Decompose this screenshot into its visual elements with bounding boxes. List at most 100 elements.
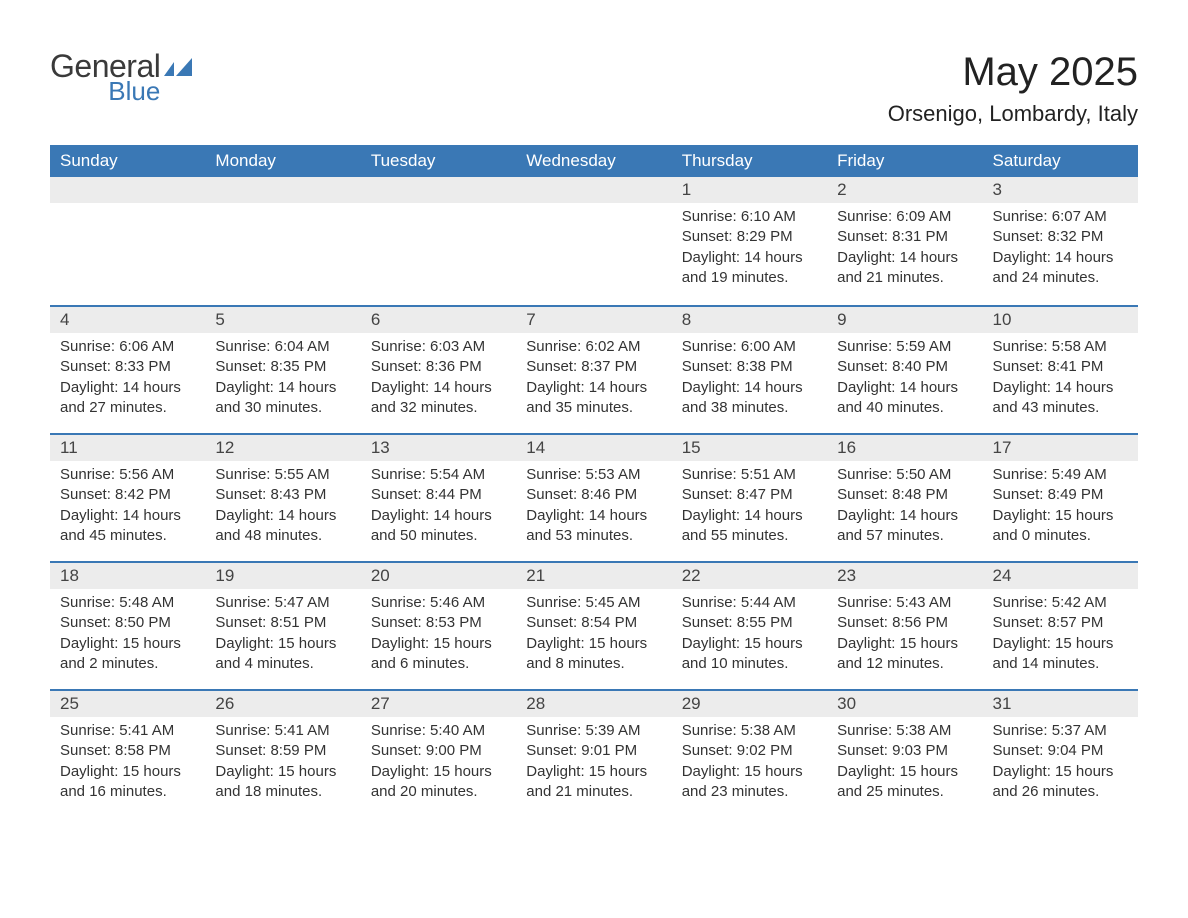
day-info: Sunrise: 5:48 AMSunset: 8:50 PMDaylight:… [50, 589, 205, 682]
calendar-day-cell: 30Sunrise: 5:38 AMSunset: 9:03 PMDayligh… [827, 689, 982, 817]
daylight-line: Daylight: 14 hours and 55 minutes. [682, 506, 817, 547]
day-info: Sunrise: 5:50 AMSunset: 8:48 PMDaylight:… [827, 461, 982, 554]
sunrise-line: Sunrise: 5:41 AM [60, 721, 195, 741]
sunrise-line: Sunrise: 6:09 AM [837, 207, 972, 227]
sunset-line: Sunset: 8:38 PM [682, 357, 817, 377]
day-info: Sunrise: 6:02 AMSunset: 8:37 PMDaylight:… [516, 333, 671, 426]
calendar-day-cell: 27Sunrise: 5:40 AMSunset: 9:00 PMDayligh… [361, 689, 516, 817]
calendar-day-cell: 1Sunrise: 6:10 AMSunset: 8:29 PMDaylight… [672, 177, 827, 305]
sunset-line: Sunset: 9:03 PM [837, 741, 972, 761]
day-info: Sunrise: 5:54 AMSunset: 8:44 PMDaylight:… [361, 461, 516, 554]
sunset-line: Sunset: 8:43 PM [215, 485, 350, 505]
calendar-week-row: 4Sunrise: 6:06 AMSunset: 8:33 PMDaylight… [50, 305, 1138, 433]
day-info: Sunrise: 5:59 AMSunset: 8:40 PMDaylight:… [827, 333, 982, 426]
weekday-header: Tuesday [361, 145, 516, 177]
day-info: Sunrise: 5:49 AMSunset: 8:49 PMDaylight:… [983, 461, 1138, 554]
sunset-line: Sunset: 8:46 PM [526, 485, 661, 505]
sunrise-line: Sunrise: 6:04 AM [215, 337, 350, 357]
sunset-line: Sunset: 9:00 PM [371, 741, 506, 761]
sunset-line: Sunset: 8:55 PM [682, 613, 817, 633]
day-number: 28 [516, 689, 671, 717]
sunrise-line: Sunrise: 6:07 AM [993, 207, 1128, 227]
sunset-line: Sunset: 8:56 PM [837, 613, 972, 633]
sunrise-line: Sunrise: 5:40 AM [371, 721, 506, 741]
day-number: 20 [361, 561, 516, 589]
day-info: Sunrise: 5:38 AMSunset: 9:03 PMDaylight:… [827, 717, 982, 810]
day-number: 1 [672, 177, 827, 203]
logo-flag-icon [164, 56, 198, 85]
calendar-day-cell: 5Sunrise: 6:04 AMSunset: 8:35 PMDaylight… [205, 305, 360, 433]
weekday-header-row: SundayMondayTuesdayWednesdayThursdayFrid… [50, 145, 1138, 177]
day-number: 13 [361, 433, 516, 461]
sunrise-line: Sunrise: 5:43 AM [837, 593, 972, 613]
day-info: Sunrise: 5:43 AMSunset: 8:56 PMDaylight:… [827, 589, 982, 682]
day-number: 21 [516, 561, 671, 589]
calendar-day-cell: 29Sunrise: 5:38 AMSunset: 9:02 PMDayligh… [672, 689, 827, 817]
daylight-line: Daylight: 15 hours and 12 minutes. [837, 634, 972, 675]
sunset-line: Sunset: 9:04 PM [993, 741, 1128, 761]
sunset-line: Sunset: 8:53 PM [371, 613, 506, 633]
calendar-week-row: 1Sunrise: 6:10 AMSunset: 8:29 PMDaylight… [50, 177, 1138, 305]
sunset-line: Sunset: 8:58 PM [60, 741, 195, 761]
sunrise-line: Sunrise: 5:55 AM [215, 465, 350, 485]
daylight-line: Daylight: 14 hours and 21 minutes. [837, 248, 972, 289]
sunrise-line: Sunrise: 5:54 AM [371, 465, 506, 485]
weekday-header: Sunday [50, 145, 205, 177]
page-header: General Blue May 2025 Orsenigo, Lombardy… [50, 50, 1138, 127]
day-number: 14 [516, 433, 671, 461]
day-info: Sunrise: 5:58 AMSunset: 8:41 PMDaylight:… [983, 333, 1138, 426]
daylight-line: Daylight: 15 hours and 6 minutes. [371, 634, 506, 675]
day-number: 17 [983, 433, 1138, 461]
day-number: 10 [983, 305, 1138, 333]
sunset-line: Sunset: 8:50 PM [60, 613, 195, 633]
empty-day-bar [205, 177, 360, 203]
sunrise-line: Sunrise: 6:03 AM [371, 337, 506, 357]
day-info: Sunrise: 5:41 AMSunset: 8:59 PMDaylight:… [205, 717, 360, 810]
calendar-day-cell: 2Sunrise: 6:09 AMSunset: 8:31 PMDaylight… [827, 177, 982, 305]
day-info: Sunrise: 5:47 AMSunset: 8:51 PMDaylight:… [205, 589, 360, 682]
daylight-line: Daylight: 15 hours and 2 minutes. [60, 634, 195, 675]
weekday-header: Saturday [983, 145, 1138, 177]
sunset-line: Sunset: 9:01 PM [526, 741, 661, 761]
day-number: 22 [672, 561, 827, 589]
sunrise-line: Sunrise: 5:47 AM [215, 593, 350, 613]
day-info: Sunrise: 6:07 AMSunset: 8:32 PMDaylight:… [983, 203, 1138, 296]
sunset-line: Sunset: 8:42 PM [60, 485, 195, 505]
calendar-day-cell: 4Sunrise: 6:06 AMSunset: 8:33 PMDaylight… [50, 305, 205, 433]
calendar-day-cell: 24Sunrise: 5:42 AMSunset: 8:57 PMDayligh… [983, 561, 1138, 689]
daylight-line: Daylight: 15 hours and 10 minutes. [682, 634, 817, 675]
sunset-line: Sunset: 8:37 PM [526, 357, 661, 377]
sunset-line: Sunset: 8:33 PM [60, 357, 195, 377]
calendar-day-cell: 23Sunrise: 5:43 AMSunset: 8:56 PMDayligh… [827, 561, 982, 689]
daylight-line: Daylight: 14 hours and 53 minutes. [526, 506, 661, 547]
calendar-day-cell: 21Sunrise: 5:45 AMSunset: 8:54 PMDayligh… [516, 561, 671, 689]
calendar-day-cell: 6Sunrise: 6:03 AMSunset: 8:36 PMDaylight… [361, 305, 516, 433]
day-info: Sunrise: 5:46 AMSunset: 8:53 PMDaylight:… [361, 589, 516, 682]
sunrise-line: Sunrise: 6:00 AM [682, 337, 817, 357]
calendar-body: 1Sunrise: 6:10 AMSunset: 8:29 PMDaylight… [50, 177, 1138, 817]
day-number: 27 [361, 689, 516, 717]
day-info: Sunrise: 5:53 AMSunset: 8:46 PMDaylight:… [516, 461, 671, 554]
day-number: 18 [50, 561, 205, 589]
day-info: Sunrise: 5:38 AMSunset: 9:02 PMDaylight:… [672, 717, 827, 810]
empty-day-bar [516, 177, 671, 203]
day-number: 9 [827, 305, 982, 333]
sunset-line: Sunset: 8:47 PM [682, 485, 817, 505]
sunrise-line: Sunrise: 5:48 AM [60, 593, 195, 613]
day-info: Sunrise: 5:40 AMSunset: 9:00 PMDaylight:… [361, 717, 516, 810]
daylight-line: Daylight: 14 hours and 45 minutes. [60, 506, 195, 547]
day-info: Sunrise: 6:10 AMSunset: 8:29 PMDaylight:… [672, 203, 827, 296]
daylight-line: Daylight: 14 hours and 35 minutes. [526, 378, 661, 419]
day-info: Sunrise: 5:39 AMSunset: 9:01 PMDaylight:… [516, 717, 671, 810]
daylight-line: Daylight: 15 hours and 20 minutes. [371, 762, 506, 803]
calendar-day-cell: 26Sunrise: 5:41 AMSunset: 8:59 PMDayligh… [205, 689, 360, 817]
sunrise-line: Sunrise: 5:53 AM [526, 465, 661, 485]
calendar-day-cell: 12Sunrise: 5:55 AMSunset: 8:43 PMDayligh… [205, 433, 360, 561]
sunrise-line: Sunrise: 5:45 AM [526, 593, 661, 613]
day-number: 11 [50, 433, 205, 461]
title-block: May 2025 Orsenigo, Lombardy, Italy [888, 50, 1138, 127]
daylight-line: Daylight: 14 hours and 48 minutes. [215, 506, 350, 547]
calendar-day-cell: 28Sunrise: 5:39 AMSunset: 9:01 PMDayligh… [516, 689, 671, 817]
calendar-day-cell [516, 177, 671, 305]
day-info: Sunrise: 5:41 AMSunset: 8:58 PMDaylight:… [50, 717, 205, 810]
